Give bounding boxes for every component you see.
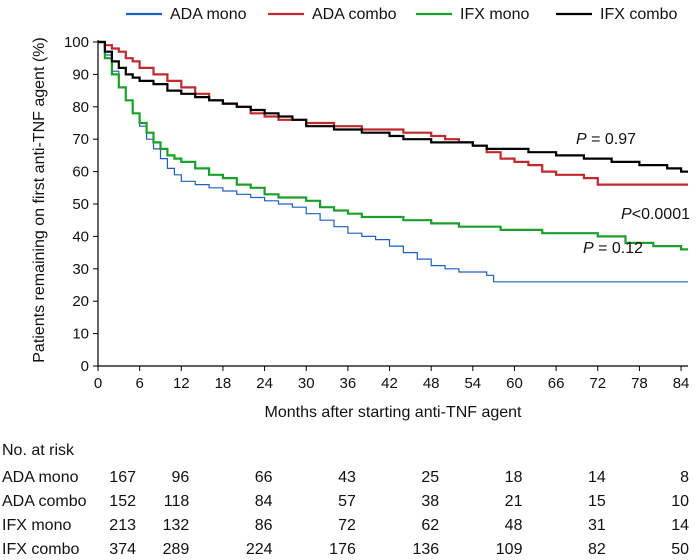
y-tick-label: 50 — [72, 196, 89, 213]
risk-cell: 224 — [246, 541, 273, 558]
annotation-p-ada-mono: P = 0.12 — [583, 240, 643, 257]
risk-cell: 50 — [671, 541, 689, 558]
risk-table-title: No. at risk — [2, 442, 75, 459]
risk-row-label-ada-mono: ADA mono — [2, 469, 79, 486]
risk-cell: 8 — [680, 469, 689, 486]
risk-cell: 48 — [505, 517, 523, 534]
y-tick-label: 70 — [72, 131, 89, 148]
risk-cell: 176 — [329, 541, 356, 558]
risk-cell: 136 — [412, 541, 439, 558]
y-tick-label: 20 — [72, 293, 89, 310]
x-tick-label: 0 — [94, 375, 102, 392]
risk-cell: 62 — [421, 517, 439, 534]
x-tick-label: 30 — [298, 375, 315, 392]
x-tick-label: 24 — [256, 375, 273, 392]
x-axis-title: Months after starting anti-TNF agent — [265, 404, 523, 421]
risk-cell: 21 — [505, 493, 523, 510]
x-tick-label: 12 — [173, 375, 190, 392]
x-tick-label: 18 — [215, 375, 232, 392]
risk-cell: 14 — [671, 517, 689, 534]
y-tick-label: 80 — [72, 99, 89, 116]
x-tick-label: 6 — [135, 375, 143, 392]
annotation-p-ada: P = 0.97 — [576, 131, 636, 148]
risk-cell: 43 — [338, 469, 356, 486]
risk-cell: 82 — [588, 541, 606, 558]
risk-row-label-ada-combo: ADA combo — [2, 493, 87, 510]
x-tick-label: 72 — [589, 375, 606, 392]
series-line-ifx-mono — [98, 40, 688, 251]
legend-label-ada-combo: ADA combo — [312, 6, 397, 23]
annotation-p-ifx-mono: P<0.0001 — [621, 206, 690, 223]
x-tick-label: 60 — [506, 375, 523, 392]
risk-cell: 15 — [588, 493, 606, 510]
x-tick-label: 42 — [381, 375, 398, 392]
risk-cell: 132 — [163, 517, 190, 534]
risk-cell: 374 — [109, 541, 136, 558]
y-tick-label: 100 — [64, 34, 89, 51]
y-axis-title: Patients remaining on first anti-TNF age… — [31, 37, 48, 362]
risk-cell: 14 — [588, 469, 606, 486]
y-tick-label: 0 — [81, 358, 89, 375]
risk-cell: 213 — [109, 517, 136, 534]
y-tick-label: 10 — [72, 326, 89, 343]
risk-cell: 167 — [109, 469, 136, 486]
risk-cell: 96 — [171, 469, 189, 486]
y-tick-label: 60 — [72, 164, 89, 181]
series-line-ada-mono — [98, 41, 688, 283]
risk-cell: 152 — [109, 493, 136, 510]
risk-cell: 86 — [255, 517, 273, 534]
series-line-ifx-combo — [98, 40, 688, 173]
x-tick-label: 78 — [631, 375, 648, 392]
risk-cell: 109 — [496, 541, 523, 558]
risk-cell: 18 — [505, 469, 523, 486]
risk-cell: 38 — [421, 493, 439, 510]
x-tick-label: 66 — [548, 375, 565, 392]
risk-cell: 72 — [338, 517, 356, 534]
risk-cell: 84 — [255, 493, 273, 510]
risk-cell: 25 — [421, 469, 439, 486]
risk-cell: 118 — [164, 493, 190, 510]
y-tick-label: 30 — [72, 261, 89, 278]
risk-cell: 66 — [255, 469, 273, 486]
x-tick-label: 48 — [423, 375, 440, 392]
risk-cell: 31 — [588, 517, 606, 534]
risk-cell: 289 — [163, 541, 190, 558]
risk-row-label-ifx-mono: IFX mono — [2, 517, 71, 534]
legend-label-ifx-combo: IFX combo — [600, 6, 677, 23]
series-line-ada-combo — [98, 40, 688, 186]
x-tick-label: 36 — [340, 375, 357, 392]
x-tick-label: 54 — [464, 375, 481, 392]
legend-label-ifx-mono: IFX mono — [460, 6, 529, 23]
risk-cell: 57 — [338, 493, 356, 510]
x-tick-label: 84 — [673, 375, 690, 392]
legend-label-ada-mono: ADA mono — [170, 6, 247, 23]
y-tick-label: 90 — [72, 66, 89, 83]
y-tick-label: 40 — [72, 228, 89, 245]
risk-row-label-ifx-combo: IFX combo — [2, 541, 79, 558]
risk-cell: 10 — [671, 493, 689, 510]
